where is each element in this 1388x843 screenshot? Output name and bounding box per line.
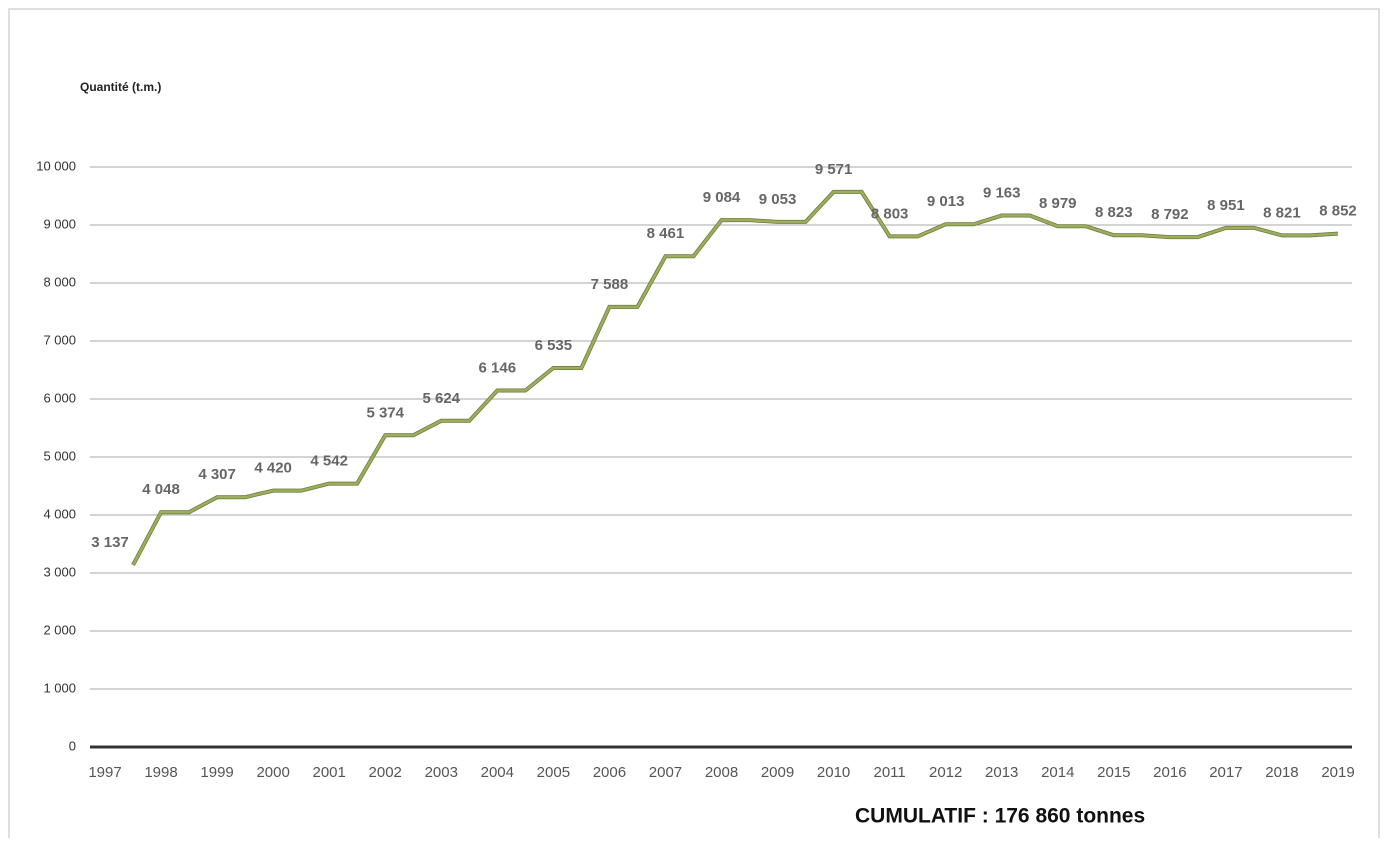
- x-tick-label: 2015: [1097, 764, 1130, 781]
- data-label: 8 951: [1207, 197, 1245, 214]
- x-tick-label: 1998: [144, 764, 177, 781]
- data-label: 7 588: [591, 276, 629, 293]
- y-tick-label: 0: [69, 738, 76, 753]
- x-tick-label: 2002: [369, 764, 402, 781]
- y-tick-label: 6 000: [43, 390, 76, 405]
- x-tick-label: 2014: [1041, 764, 1074, 781]
- y-tick-label: 2 000: [43, 622, 76, 637]
- x-tick-label: 2013: [985, 764, 1018, 781]
- data-label: 8 821: [1263, 204, 1301, 221]
- x-tick-label: 2008: [705, 764, 738, 781]
- y-axis-label: Quantité (t.m.): [80, 80, 161, 94]
- x-tick-label: 2000: [256, 764, 289, 781]
- data-label: 8 803: [871, 205, 909, 222]
- x-tick-label: 2006: [593, 764, 626, 781]
- x-tick-label: 2001: [312, 764, 345, 781]
- data-label: 5 374: [366, 404, 404, 421]
- data-label: 6 535: [535, 337, 573, 354]
- data-label: 4 542: [310, 453, 348, 470]
- data-label: 5 624: [422, 390, 460, 407]
- x-tick-label: 2011: [874, 764, 906, 781]
- y-tick-label: 3 000: [43, 564, 76, 579]
- data-label: 8 823: [1095, 204, 1133, 221]
- x-tick-label: 2005: [537, 764, 570, 781]
- x-tick-label: 2019: [1321, 764, 1354, 781]
- data-label: 3 137: [91, 534, 129, 551]
- x-tick-label: 2010: [817, 764, 850, 781]
- y-tick-label: 5 000: [43, 448, 76, 463]
- x-tick-label: 1999: [200, 764, 233, 781]
- data-label: 8 979: [1039, 195, 1077, 212]
- y-tick-label: 10 000: [36, 158, 76, 173]
- x-tick-label: 2009: [761, 764, 794, 781]
- y-tick-label: 1 000: [43, 680, 76, 695]
- frame: [8, 8, 1380, 843]
- data-label: 9 053: [759, 191, 797, 208]
- data-label: 9 571: [815, 161, 853, 178]
- line: [131, 190, 1339, 566]
- y-tick-label: 8 000: [43, 274, 76, 289]
- y-tick-label: 9 000: [43, 216, 76, 231]
- data-label: 8 852: [1319, 203, 1357, 220]
- x-tick-label: 2018: [1265, 764, 1298, 781]
- x-tick-label: 2004: [481, 764, 514, 781]
- x-tick-label: 2016: [1153, 764, 1186, 781]
- data-label: 4 420: [254, 460, 292, 477]
- x-tick-label: 2007: [649, 764, 682, 781]
- y-tick-label: 7 000: [43, 332, 76, 347]
- data-label: 9 013: [927, 193, 965, 210]
- data-label: 9 084: [703, 189, 741, 206]
- data-label: 9 163: [983, 185, 1021, 202]
- data-label: 6 146: [479, 360, 517, 377]
- x-tick-label: 2003: [425, 764, 458, 781]
- x-tick-label: 2012: [929, 764, 962, 781]
- x-tick-label: 2017: [1209, 764, 1242, 781]
- data-label: 8 461: [647, 225, 685, 242]
- footer: CUMULATIF : 176 860 tonnes: [855, 805, 1145, 828]
- data-label: 8 792: [1151, 206, 1189, 223]
- x-tick-label: 1997: [88, 764, 121, 781]
- y-tick-label: 4 000: [43, 506, 76, 521]
- data-label: 4 307: [198, 466, 236, 483]
- data-label: 4 048: [142, 481, 180, 498]
